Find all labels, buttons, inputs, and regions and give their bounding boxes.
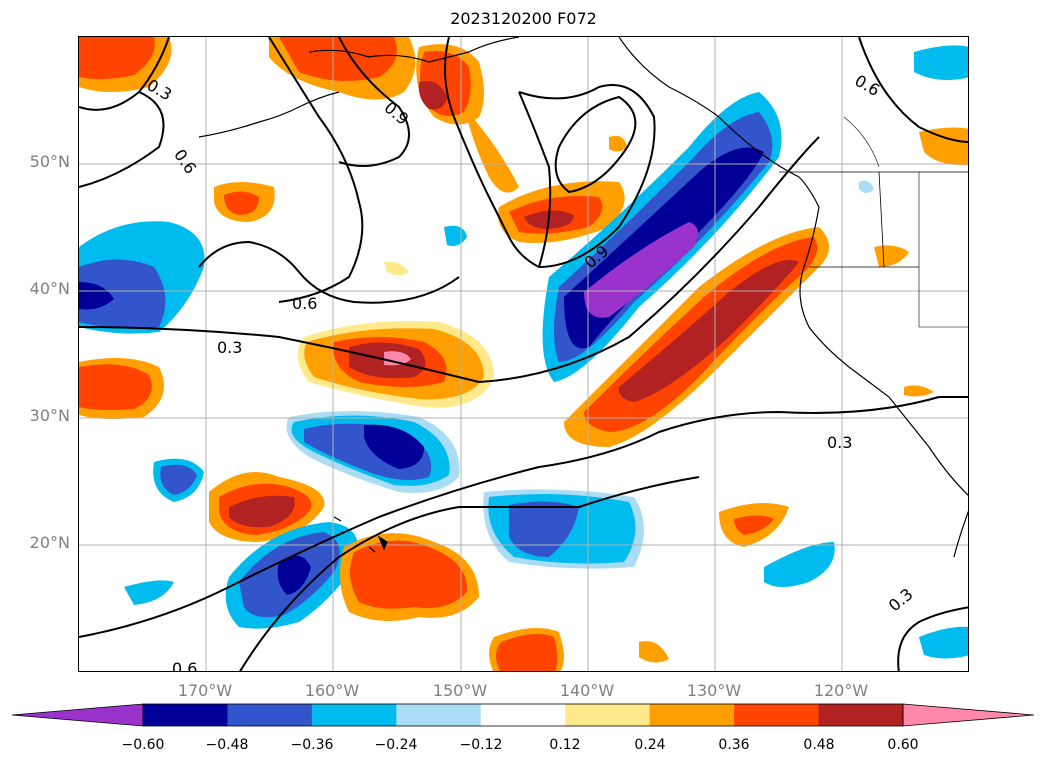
lon-label-120w: 120°W bbox=[813, 681, 869, 700]
colorbar-tick-label: 0.36 bbox=[718, 737, 750, 753]
lat-label-40n: 40°N bbox=[29, 279, 70, 298]
contour-label: 0.6 bbox=[172, 659, 197, 672]
contour-label: 0.3 bbox=[885, 584, 917, 615]
colorbar-tick-label: 0.24 bbox=[634, 737, 666, 753]
contour-label: 0.3 bbox=[217, 338, 242, 357]
colorbar-tick-label: 0.12 bbox=[549, 737, 581, 753]
lon-label-140w: 140°W bbox=[559, 681, 615, 700]
map-title: 2023120200 F072 bbox=[450, 9, 597, 28]
contour-label: 0.6 bbox=[292, 294, 317, 313]
colorbar-outline bbox=[142, 703, 904, 727]
shaded-fields bbox=[79, 37, 968, 671]
colorbar-tick-label: −0.12 bbox=[459, 737, 503, 753]
map-canvas: 0.3 0.6 0.9 0.6 0.6 0.3 0.9 0.3 0.3 0.6 bbox=[79, 37, 968, 672]
lon-label-170w: 170°W bbox=[177, 681, 233, 700]
lat-label-50n: 50°N bbox=[29, 152, 70, 171]
lat-label-20n: 20°N bbox=[29, 533, 70, 552]
colorbar-tick-label: 0.60 bbox=[887, 737, 919, 753]
colorbar-tick-label: −0.36 bbox=[290, 737, 334, 753]
colorbar-swatch bbox=[818, 704, 904, 726]
lon-label-150w: 150°W bbox=[432, 681, 488, 700]
colorbar-swatch bbox=[396, 704, 482, 726]
lat-label-30n: 30°N bbox=[29, 406, 70, 425]
colorbar-extend-max bbox=[902, 703, 1035, 727]
contour-label: 0.3 bbox=[827, 433, 852, 452]
lon-label-160w: 160°W bbox=[304, 681, 360, 700]
lon-label-130w: 130°W bbox=[686, 681, 742, 700]
colorbar bbox=[11, 703, 1035, 727]
colorbar-tick-label: −0.48 bbox=[205, 737, 249, 753]
colorbar-swatch bbox=[227, 704, 313, 726]
contour-lines bbox=[79, 37, 968, 671]
map-panel: 0.3 0.6 0.9 0.6 0.6 0.3 0.9 0.3 0.3 0.6 bbox=[78, 36, 969, 672]
colorbar-extend-min bbox=[11, 703, 144, 727]
colorbar-swatch bbox=[734, 704, 820, 726]
colorbar-swatches bbox=[11, 703, 1035, 727]
coastlines bbox=[198, 37, 968, 558]
colorbar-swatch bbox=[143, 704, 228, 726]
colorbar-swatch bbox=[565, 704, 651, 726]
graticule bbox=[79, 37, 968, 671]
colorbar-swatch bbox=[311, 704, 397, 726]
colorbar-tick-label: −0.60 bbox=[121, 737, 165, 753]
contour-label: 0.6 bbox=[170, 146, 200, 178]
colorbar-swatch bbox=[480, 704, 566, 726]
colorbar-swatch bbox=[649, 704, 735, 726]
contour-label: 0.6 bbox=[852, 71, 884, 100]
colorbar-tick-label: 0.48 bbox=[803, 737, 835, 753]
colorbar-tick-label: −0.24 bbox=[374, 737, 418, 753]
